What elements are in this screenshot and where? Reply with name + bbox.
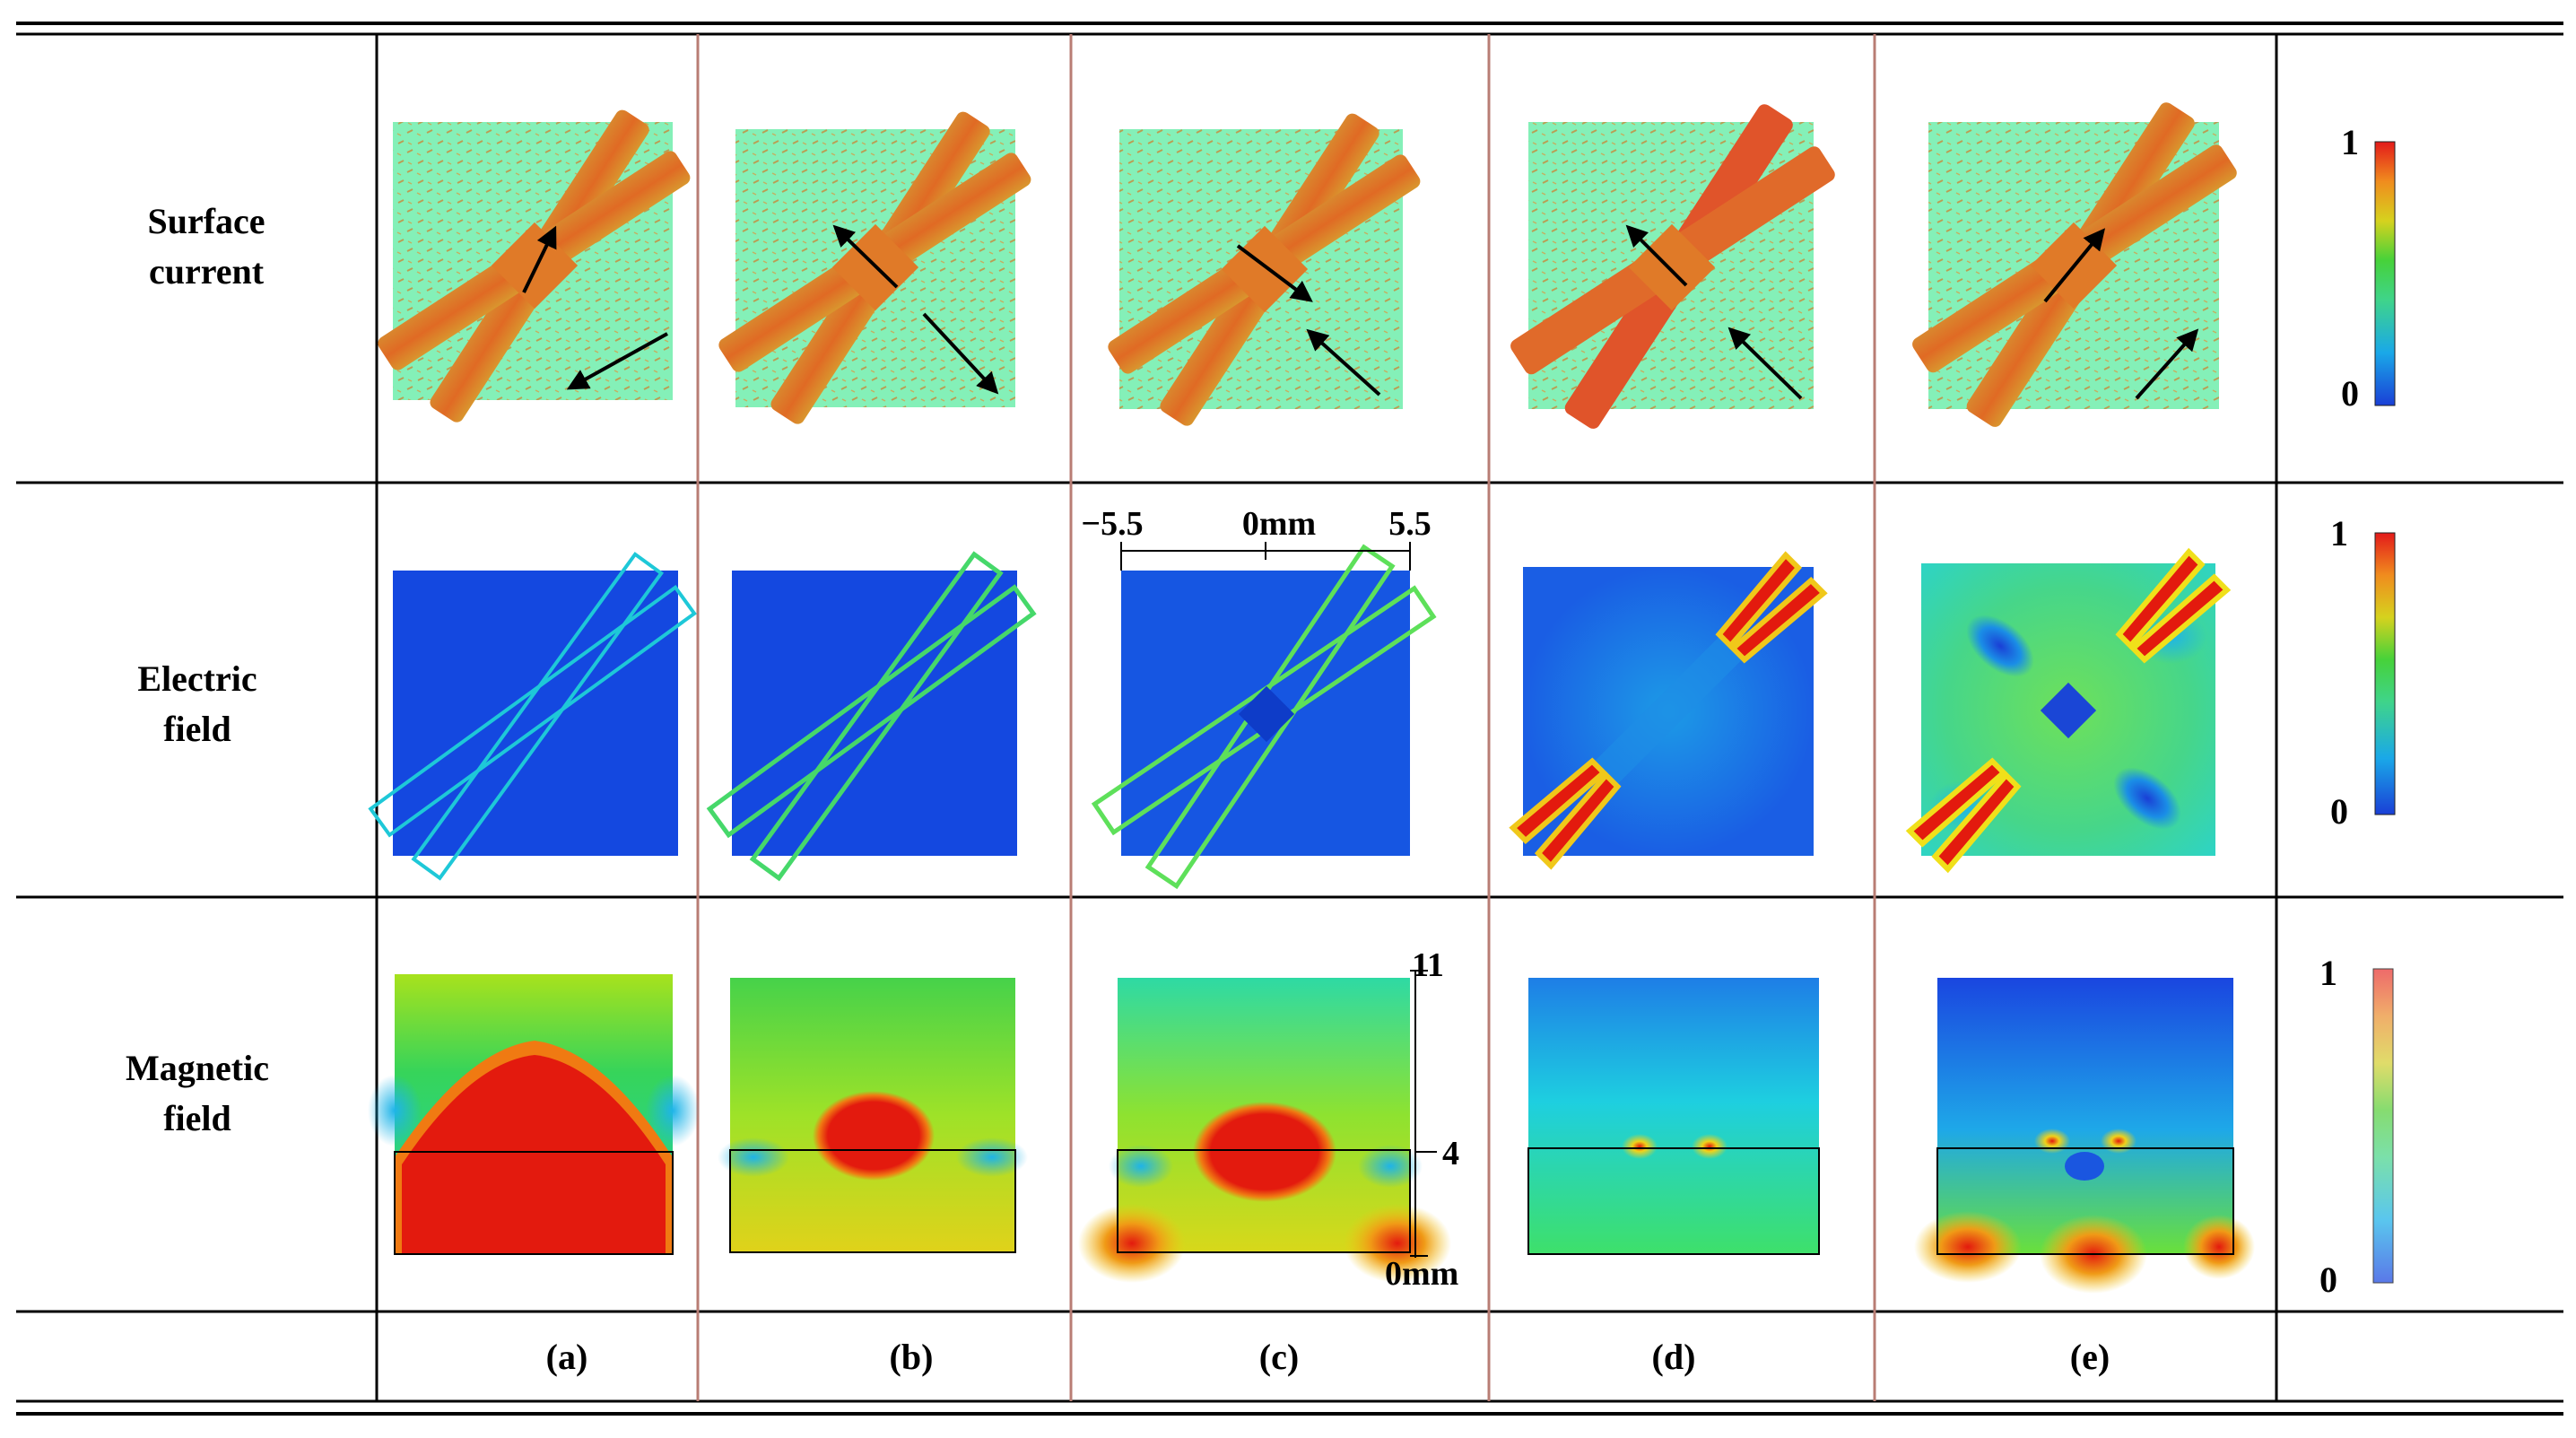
- colorbar-max-label: 1: [2319, 953, 2337, 993]
- electric-axis-center-label: 0mm: [1242, 505, 1316, 543]
- electric-axis: −5.5 0mm 5.5: [1081, 505, 1432, 571]
- row-label-surface-current: Surface current: [147, 201, 265, 292]
- column-label-b: (b): [890, 1337, 934, 1377]
- table-grid: [16, 22, 2563, 1416]
- magnetic-axis: 11 4 0mm: [1385, 946, 1459, 1293]
- row-label-electric-field: Electric field: [137, 658, 257, 749]
- colorbar-min-label: 0: [2341, 373, 2359, 414]
- electric-axis-left-label: −5.5: [1081, 505, 1143, 543]
- magnetic-field-panel-d: [1527, 978, 1820, 1255]
- surface-current-panel-d: [1510, 104, 1835, 429]
- electric-axis-right-label: 5.5: [1388, 505, 1432, 543]
- column-label-a: (a): [546, 1337, 588, 1377]
- row-label-line2: field: [163, 709, 231, 749]
- colorbar-electric-field: 1 0: [2330, 513, 2396, 832]
- column-labels: (a) (b) (c) (d) (e): [546, 1337, 2110, 1377]
- colorbar-surface-current: 1 0: [2341, 122, 2396, 414]
- electric-field-panel-a: [368, 552, 697, 881]
- electric-field-panel-c: −5.5 0mm 5.5: [1081, 505, 1437, 890]
- row-label-line1: Surface: [147, 201, 265, 241]
- surface-current-panel-a: [378, 109, 691, 423]
- row-label-line2: field: [163, 1098, 231, 1138]
- magnetic-field-panel-e: [1914, 978, 2255, 1294]
- colorbar-min-label: 0: [2330, 791, 2348, 832]
- colorbar-max-label: 1: [2341, 122, 2359, 162]
- row-label-magnetic-field: Magnetic field: [126, 1048, 269, 1138]
- column-label-e: (e): [2070, 1337, 2110, 1377]
- electric-field-panel-d: [1509, 551, 1828, 870]
- surface-current-panel-b: [718, 111, 1031, 424]
- column-label-c: (c): [1259, 1337, 1299, 1377]
- electric-field-panel-b: [706, 551, 1037, 882]
- row-label-line1: Magnetic: [126, 1048, 269, 1088]
- magnetic-field-panel-a: [368, 974, 700, 1255]
- row-label-line1: Electric: [137, 658, 257, 699]
- surface-current-panel-e: [1912, 102, 2237, 427]
- colorbar-magnetic-field: 1 0: [2319, 953, 2394, 1300]
- magnetic-field-panel-b: [718, 978, 1028, 1253]
- magnetic-field-panel-c: 11 4 0mm: [1078, 946, 1459, 1293]
- electric-field-panel-e: [1905, 547, 2232, 874]
- magnetic-axis-bottom-label: 0mm: [1385, 1255, 1458, 1293]
- magnetic-axis-mid-label: 4: [1442, 1135, 1459, 1172]
- column-label-d: (d): [1652, 1337, 1696, 1377]
- colorbar-min-label: 0: [2319, 1259, 2337, 1300]
- colorbar-max-label: 1: [2330, 513, 2348, 553]
- magnetic-axis-top-label: 11: [1412, 946, 1444, 984]
- surface-current-panel-c: [1108, 113, 1421, 426]
- row-label-line2: current: [149, 251, 265, 292]
